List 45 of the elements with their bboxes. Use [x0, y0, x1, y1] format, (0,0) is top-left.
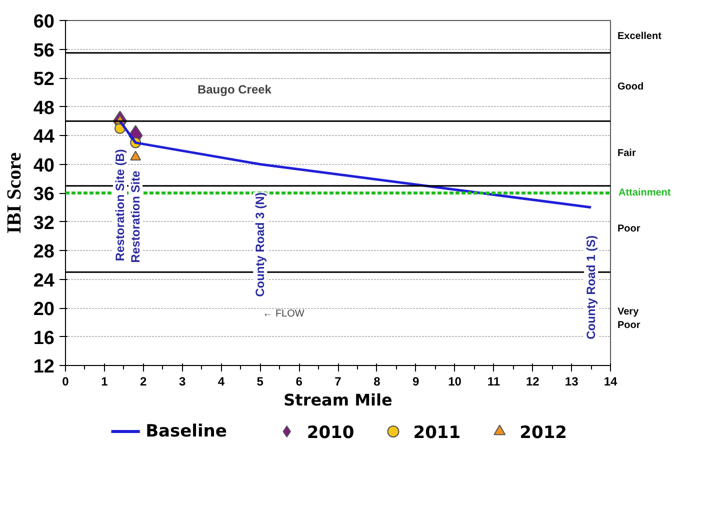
legend-label: 2010: [306, 423, 354, 443]
x-tick-label: 1: [101, 374, 108, 388]
x-tick-label: 7: [334, 374, 342, 388]
text: Poor: [618, 223, 640, 234]
x-tick-label: 10: [448, 374, 462, 388]
y-tick-label: 16: [33, 328, 55, 349]
y-tick-label: 40: [33, 155, 55, 176]
legend-label: 2011: [413, 423, 461, 443]
legend-label: Baseline: [146, 422, 227, 442]
x-tick-label: 14: [604, 374, 618, 388]
x-tick-label: 2: [140, 374, 148, 388]
y-tick-label: 24: [33, 270, 55, 292]
x-tick-label: 5: [256, 374, 264, 388]
legend-label: 2012: [520, 423, 567, 443]
y-tick-label: 44: [33, 126, 55, 148]
text: Fair: [618, 148, 636, 159]
y-tick-label: 20: [33, 299, 55, 320]
x-tick-label: 8: [374, 374, 381, 388]
x-axis-title: Stream Mile: [284, 390, 392, 410]
ref-line-label: Attainment: [618, 188, 672, 198]
annotation: Restoration Site (B): [113, 149, 127, 262]
y-tick-label: 56: [33, 40, 55, 62]
annotation: County Road 1 (S): [584, 235, 598, 340]
x-tick-label: 13: [564, 374, 579, 388]
y-tick-label: 32: [33, 212, 55, 234]
x-tick-label: 11: [487, 374, 500, 388]
y-axis-title: IBI Score: [3, 152, 26, 234]
x-tick-label: 0: [62, 374, 70, 388]
y-tick-label: 36: [33, 184, 55, 205]
y-tick-label: 60: [33, 12, 55, 32]
text: Excellent: [618, 31, 662, 42]
y-tick-label: 52: [33, 69, 55, 90]
y-tick-label: 28: [33, 242, 55, 262]
annotation: County Road 3 (N): [253, 192, 268, 297]
x-tick-label: 12: [526, 374, 540, 388]
text: Very Poor: [618, 306, 640, 331]
text: Baugo Creek: [197, 82, 272, 96]
text: Good: [618, 81, 644, 92]
y-tick-label: 48: [33, 98, 55, 119]
annotation: Restoration Site: [128, 170, 143, 263]
x-tick-label: 3: [178, 374, 186, 388]
x-tick-label: 6: [296, 374, 303, 388]
x-tick-label: 4: [218, 374, 225, 388]
x-tick-label: 9: [412, 374, 420, 388]
annotation: ← FLOW: [262, 308, 305, 320]
